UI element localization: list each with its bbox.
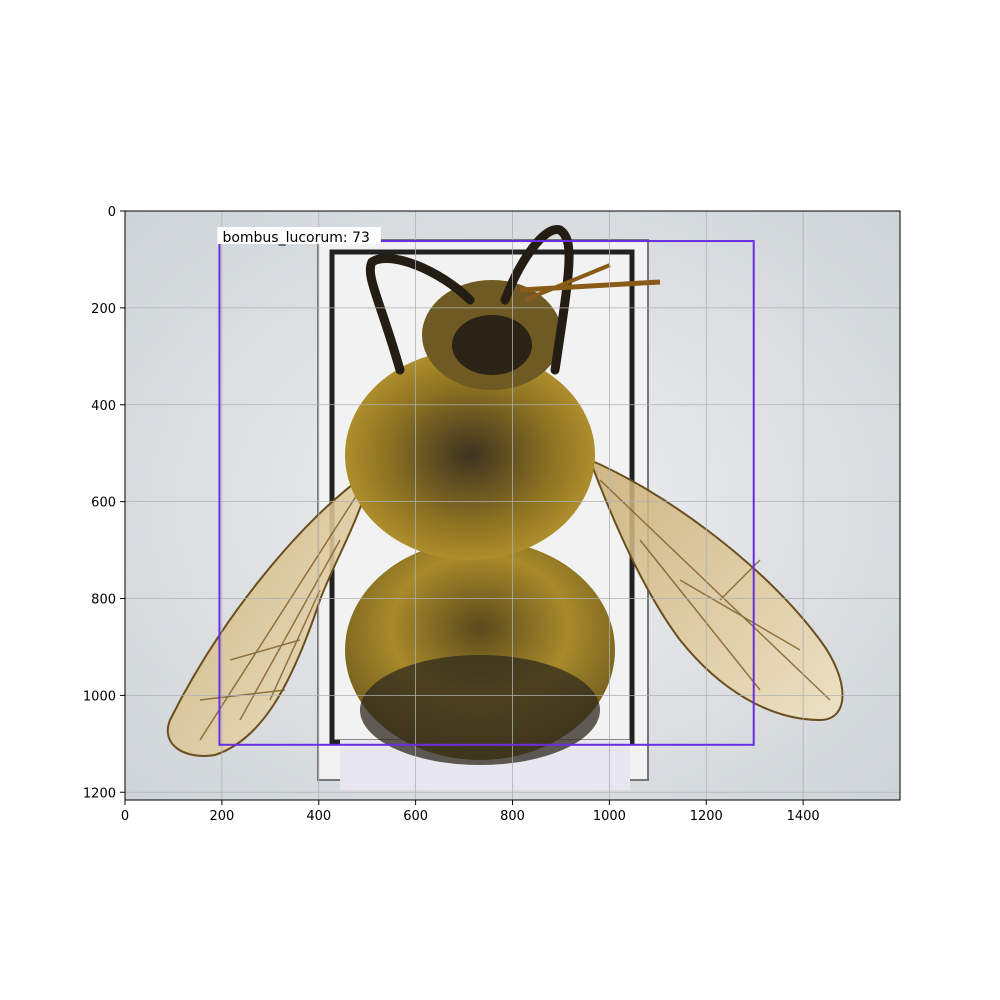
x-tick-label: 1400 [787, 809, 820, 824]
y-tick-label: 600 [91, 496, 116, 511]
x-tick-label: 400 [306, 809, 331, 824]
y-tick-label: 400 [91, 399, 116, 414]
detection-label-background [217, 227, 381, 245]
x-tick-label: 0 [121, 809, 129, 824]
x-tick-label: 1200 [690, 809, 723, 824]
y-tick-label: 200 [91, 302, 116, 317]
antenna-left [365, 254, 475, 375]
y-tick-label: 0 [108, 205, 116, 220]
x-tick-label: 200 [209, 809, 234, 824]
antenna-right [500, 225, 574, 375]
right-wing [588, 458, 844, 722]
y-tick-label: 800 [91, 593, 116, 608]
x-tick-label: 600 [403, 809, 428, 824]
detection: bombus_lucorum: 73 [217, 227, 755, 746]
detection-box [218, 240, 755, 746]
thorax [345, 350, 595, 560]
y-axis: 0 200 400 600 800 1000 1200 [83, 205, 125, 801]
x-axis: 0 200 400 600 800 1000 1200 1400 [121, 800, 820, 824]
x-tick-label: 1000 [593, 809, 626, 824]
x-tick-label: 800 [500, 809, 525, 824]
detection-label: bombus_lucorum: 73 [222, 230, 369, 246]
y-tick-label: 1200 [83, 786, 116, 801]
y-tick-label: 1000 [83, 689, 116, 704]
